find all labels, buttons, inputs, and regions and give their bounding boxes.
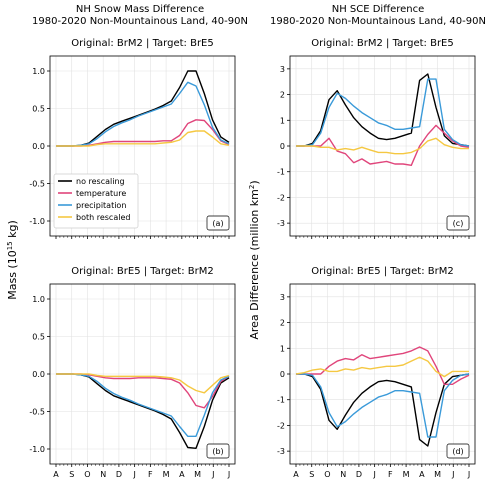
y-axis-label-text: Mass (10 [6,250,19,299]
panel-label: (c) [453,219,464,228]
y-tick-label: 1 [280,344,285,353]
x-tick-label: F [388,470,393,479]
legend-entry-temperature: temperature [76,189,126,198]
panel-subtitle: Original: BrM2 | Target: BrE5 [311,38,454,49]
x-tick-label: A [293,470,299,479]
x-tick-label: D [116,470,122,479]
y-tick-label: -3 [277,219,285,228]
y-tick-label: 0 [280,142,285,151]
x-tick-label: J [372,470,375,479]
y-tick-label: -2 [277,193,285,202]
y-tick-label: 2 [280,319,285,328]
panel-d: Original: BrE5 | Target: BrM2 -3 -2 -1 0 1 2 3 A… [277,266,476,479]
legend-entry-precipitation: precipitation [76,201,126,210]
y-tick-label: -0.5 [29,408,45,417]
panel-label-box [206,443,230,459]
panel-c: Original: BrM2 | Target: BrE5 -3 -2 -1 0 1 2 3 (… [277,38,476,239]
x-tick-label: M [194,470,201,479]
x-tick-label: A [179,470,185,479]
panel-label-box [446,215,470,231]
panel-label: (b) [212,447,223,456]
y-tick-label: 3 [280,293,285,302]
right-title-line1: NH SCE Difference [332,4,425,15]
panel-subtitle: Original: BrE5 | Target: BrM2 [311,266,454,277]
x-tick-label: S [309,470,314,479]
y-axis-label-text: Area Difference (million km [248,189,261,340]
panel-subtitle: Original: BrM2 | Target: BrE5 [71,38,214,49]
y-axis-label-end: kg) [6,220,19,241]
x-tick-label: J [132,470,135,479]
x-tick-label: J [451,470,454,479]
x-tick-label: J [227,470,230,479]
y-axis-label: Mass (1015 kg) [6,220,19,300]
series-line-precipitation [56,81,230,147]
panel-a: Original: BrM2 | Target: BrE5 -1.0 -0.5 0.0… [29,38,236,239]
y-axis-label-sup: 2 [248,185,256,189]
legend-box [53,173,139,229]
y-tick-label: -1.0 [29,217,45,226]
y-axis-label-end: ) [248,180,261,184]
series-line-temperature [56,373,230,409]
series-line-temperature [56,119,230,147]
right-title-line2: 1980-2020 Non-Mountainous Land, 40-90N [270,16,486,27]
x-tick-label: M [434,470,441,479]
series-line-no_rescaling [296,373,470,447]
y-tick-label: -3 [277,447,285,456]
y-tick-label: -1.0 [29,445,45,454]
series-line-both_rescaled [56,373,230,394]
x-tick-label: S [69,470,74,479]
y-tick-label: -1 [277,168,285,177]
panel-label-box [446,443,470,459]
series-line-temperature [296,346,470,385]
y-tick-label: 1 [280,116,285,125]
series-line-precipitation [296,78,470,147]
legend-entry-no_rescaling: no rescaling [76,177,125,186]
x-tick-label: M [163,470,170,479]
y-tick-label: 0.5 [32,333,45,342]
panel-label: (d) [452,447,463,456]
series-line-no_rescaling [296,73,470,147]
panel-label: (a) [212,219,223,228]
series-line-temperature [296,124,470,167]
left-title-line2: 1980-2020 Non-Mountainous Land, 40-90N [32,16,248,27]
y-axis-label-sup: 15 [6,241,14,250]
panel-label-box [206,215,230,231]
x-tick-label: O [324,470,330,479]
x-tick-label: M [403,470,410,479]
y-tick-label: 0 [280,370,285,379]
y-tick-label: 1.0 [32,295,45,304]
legend-entry-both_rescaled: both rescaled [76,213,130,222]
x-tick-label: N [340,470,346,479]
series-line-both_rescaled [296,137,469,155]
series-line-no_rescaling [56,373,230,449]
x-tick-label: J [211,470,214,479]
series-line-both_rescaled [56,130,230,147]
y-tick-label: 3 [280,65,285,74]
y-tick-label: 0.0 [32,370,45,379]
x-tick-label: D [356,470,362,479]
y-tick-label: 0.0 [32,142,45,151]
x-tick-label: A [419,470,425,479]
y-tick-label: 1.0 [32,67,45,76]
y-tick-label: -0.5 [29,180,45,189]
x-tick-label: O [84,470,90,479]
panel-subtitle: Original: BrE5 | Target: BrM2 [71,266,214,277]
series-line-precipitation [296,373,470,438]
left-title-line1: NH Snow Mass Difference [76,4,204,15]
y-axis-label: Area Difference (million km2) [248,180,261,339]
x-tick-label: A [53,470,59,479]
y-tick-label: -2 [277,421,285,430]
x-tick-label: J [467,470,470,479]
y-tick-label: -1 [277,396,285,405]
y-tick-label: 2 [280,91,285,100]
x-tick-label: N [100,470,106,479]
panel-b: Original: BrE5 | Target: BrM2 -1.0 -0.5 0.0… [29,266,236,479]
y-tick-label: 0.5 [32,105,45,114]
x-tick-label: F [148,470,153,479]
series-line-precipitation [56,373,230,437]
series-line-both_rescaled [295,356,469,378]
